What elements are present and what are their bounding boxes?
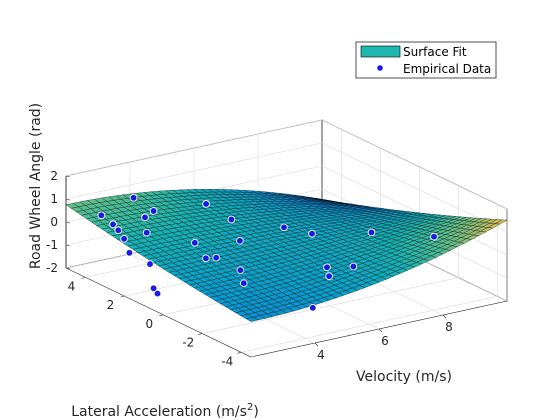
data-point <box>202 200 210 208</box>
z-tick-label: 2 <box>50 169 58 183</box>
z-grid-back <box>65 119 323 177</box>
data-point <box>142 228 151 237</box>
data-point <box>212 253 221 262</box>
z-grid-back <box>65 142 323 200</box>
data-point <box>97 211 106 220</box>
legend-surface-label: Surface Fit <box>403 45 467 59</box>
z-tick-label: 0 <box>50 215 58 229</box>
data-point <box>323 263 331 272</box>
z-tick-mark <box>65 175 71 178</box>
data-point <box>190 238 199 247</box>
y-grid-floor <box>241 296 498 353</box>
z-grid-side <box>321 165 508 256</box>
data-point <box>141 213 149 222</box>
z-grid-side <box>321 142 508 233</box>
data-point <box>202 254 210 263</box>
legend-point-marker <box>376 64 384 72</box>
legend-surface-swatch <box>360 45 401 58</box>
surface-fit <box>65 189 508 322</box>
y-tick-label: 2 <box>107 298 115 312</box>
data-point <box>367 228 376 237</box>
y-tick-mark <box>159 314 164 317</box>
data-point <box>308 303 317 312</box>
z-tick-mark <box>65 267 71 270</box>
y-grid-floor <box>202 277 459 334</box>
surface-patch <box>65 203 79 209</box>
z-tick-mark <box>65 221 71 224</box>
data-point <box>325 272 333 281</box>
data-point <box>129 193 138 202</box>
data-point <box>236 266 245 275</box>
data-point <box>349 262 358 271</box>
data-point <box>153 289 162 298</box>
z-grid-side <box>321 119 508 210</box>
data-point <box>120 234 128 243</box>
y-tick-label: 0 <box>146 317 154 331</box>
legend: Surface Fit Empirical Data <box>355 41 497 79</box>
z-tick-label: -1 <box>46 238 58 252</box>
y-tick-mark <box>120 295 125 298</box>
y-axis-label: Lateral Acceleration (m/s2) <box>71 402 259 420</box>
x-tick-label: 8 <box>445 320 453 334</box>
data-point <box>430 232 438 241</box>
z-tick-label: 1 <box>50 192 58 206</box>
y-tick-label: -2 <box>182 336 194 350</box>
data-point <box>149 207 158 215</box>
z-axis-label: Road Wheel Angle (rad) <box>28 103 44 269</box>
data-point <box>125 248 134 257</box>
tick-labels: 4 6 8 -4 -2 0 2 4 -2 -1 0 1 2 <box>46 169 453 368</box>
x-tick-mark <box>442 314 447 319</box>
data-point <box>114 226 123 235</box>
empirical-data-points <box>97 193 438 312</box>
y-tick-label: 4 <box>68 279 76 293</box>
data-point <box>236 236 244 245</box>
x-axis-label: Velocity (m/s) <box>356 369 452 385</box>
z-tick-label: -2 <box>46 261 58 275</box>
data-point <box>280 223 288 232</box>
x-tick-mark <box>314 342 319 347</box>
y-tick-label: -4 <box>221 354 233 368</box>
x-tick-label: 6 <box>381 334 389 348</box>
z-tick-mark <box>65 198 71 201</box>
x-tick-label: 4 <box>317 348 325 362</box>
data-point <box>149 284 158 293</box>
y-axis-label-superscript: 2 <box>247 402 253 413</box>
x-tick-mark <box>378 328 383 333</box>
data-point <box>239 279 248 288</box>
y-tick-mark <box>198 333 203 335</box>
y-tick-mark <box>237 352 242 354</box>
legend-points-label: Empirical Data <box>403 62 491 76</box>
data-point <box>308 229 316 238</box>
data-point <box>227 215 236 224</box>
data-point <box>109 220 117 229</box>
z-tick-mark <box>65 244 71 247</box>
data-point <box>146 260 154 268</box>
y-axis-label-end: ) <box>253 404 258 420</box>
y-axis-label-main: Lateral Acceleration (m/s <box>71 404 247 420</box>
y-tick-mark <box>81 277 86 279</box>
